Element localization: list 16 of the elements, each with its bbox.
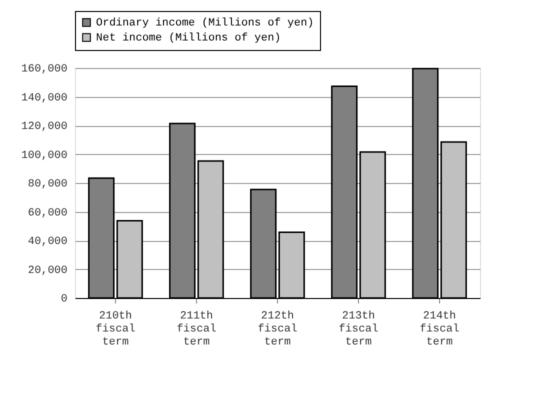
y-tick-label: 60,000 bbox=[28, 207, 68, 220]
y-tick-label: 0 bbox=[60, 294, 68, 306]
y-tick-label: 40,000 bbox=[28, 236, 68, 248]
x-tick-label: 214th fiscal term bbox=[420, 310, 460, 348]
y-tick-label: 160,000 bbox=[21, 64, 68, 76]
x-tick-label: 211th fiscal term bbox=[176, 310, 216, 348]
y-tick-label: 20,000 bbox=[28, 264, 68, 277]
x-tick-label: 210th fiscal term bbox=[96, 310, 136, 348]
legend-label: Net income (Millions of yen) bbox=[96, 32, 281, 44]
legend-label: Ordinary income (Millions of yen) bbox=[96, 18, 314, 30]
y-tick-label: 120,000 bbox=[21, 121, 68, 133]
y-tick-label: 80,000 bbox=[28, 178, 68, 190]
y-tick-label: 140,000 bbox=[21, 92, 68, 104]
y-tick-label: 100,000 bbox=[21, 150, 68, 162]
x-tick-label: 213th fiscal term bbox=[338, 310, 378, 348]
x-tick-label: 212th fiscal term bbox=[258, 310, 298, 348]
